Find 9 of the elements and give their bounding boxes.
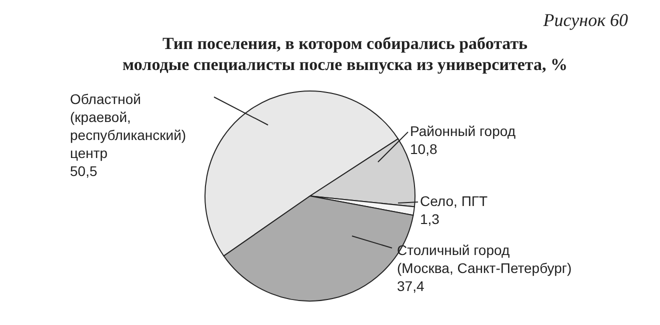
slice-label: Село, ПГТ: [420, 193, 488, 209]
text: Рисунок 60: [543, 10, 628, 31]
data-label: 1,3: [420, 211, 440, 227]
data-label: 37,4: [397, 278, 424, 294]
data-label: 10,8: [410, 141, 438, 157]
chart-title: Тип поселения, в котором собирались работать молодые специалисты после выпуска из университета, %: [122, 33, 568, 75]
slice-label: Районный город: [410, 123, 516, 139]
data-label: 50,5: [70, 163, 98, 179]
slice-label: Областной (краевой, республиканский) центр: [70, 91, 186, 161]
